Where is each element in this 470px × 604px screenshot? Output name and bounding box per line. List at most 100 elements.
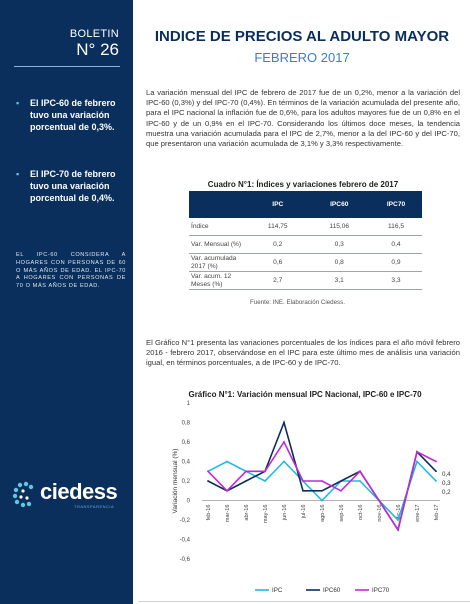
logo-tagline: TRANSPARENCIA [74, 504, 115, 509]
data-point-ipc60 [207, 480, 209, 482]
x-tick-label: oct-16 [358, 505, 364, 521]
data-point-ipc [397, 519, 399, 521]
y-tick-label: 0 [187, 499, 191, 505]
bullet-ipc60: ▪ El IPC-60 de febrero tuvo una variació… [16, 97, 124, 133]
x-tick-label: feb-17 [434, 505, 440, 521]
sidebar-note: EL IPC-60 CONSIDERA A HOGARES CON PERSON… [16, 252, 126, 290]
page-subtitle: FEBRERO 2017 [254, 50, 350, 65]
table-source: Fuente: INE. Elaboración Ciedess. [250, 299, 345, 306]
y-tick-label: 0,4 [182, 460, 191, 466]
data-point-ipc70 [378, 499, 380, 502]
table-cell: 116,5 [370, 218, 422, 236]
data-point-ipc60 [245, 480, 247, 482]
table-cell: 3,3 [370, 271, 422, 290]
y-axis-title: Variación mensual (%) [172, 449, 179, 514]
bullet-dot-icon: ▪ [16, 169, 20, 179]
bullet-text: El IPC-70 de febrero tuvo una variación … [30, 169, 116, 203]
table-row: Var. acumulada 2017 (%) 0,6 0,8 0,9 [189, 253, 422, 272]
table-cell: 0,3 [308, 235, 370, 254]
y-tick-label: 0,8 [182, 421, 191, 427]
table-cell: 114,75 [247, 218, 309, 236]
x-tick-label: jun-16 [282, 505, 288, 522]
x-tick-label: ago-16 [320, 505, 326, 522]
table-row-label: Var. acumulada 2017 (%) [189, 253, 247, 272]
y-tick-label: -0,4 [180, 538, 191, 544]
table-row-label: Índice [189, 218, 247, 236]
ciedess-logo-icon [12, 481, 34, 508]
bottom-divider [138, 601, 470, 602]
chart-intro-paragraph: El Gráfico N°1 presenta las variaciones … [146, 338, 460, 368]
data-point-ipc70 [264, 470, 266, 473]
data-point-ipc70 [207, 470, 209, 473]
data-point-ipc [321, 499, 323, 502]
table-cell: 0,9 [370, 253, 422, 272]
table-cell: 0,2 [247, 235, 309, 254]
end-value-label: 0,4 [442, 471, 451, 478]
table-header-cell: IPC70 [370, 191, 422, 218]
chart-title: Gráfico N°1: Variación mensual IPC Nacio… [188, 390, 422, 399]
boletin-number: N° 26 [76, 40, 119, 59]
table-row-label: Var. Mensual (%) [189, 235, 247, 254]
x-tick-label: nov-16 [377, 505, 383, 522]
data-point-ipc [226, 460, 228, 463]
x-tick-label: sep-16 [339, 505, 345, 522]
legend-label: IPC70 [372, 587, 390, 594]
page-title: INDICE DE PRECIOS AL ADULTO MAYOR [154, 28, 450, 45]
y-tick-label: 0,2 [182, 479, 191, 485]
data-point-ipc [359, 480, 361, 482]
table-cell: 115,06 [308, 218, 370, 236]
boletin-label: BOLETIN [69, 28, 119, 40]
x-tick-label: dic-16 [396, 505, 402, 520]
table-cell: 0,4 [370, 235, 422, 254]
intro-paragraph: La variación mensual del IPC de febrero … [146, 88, 460, 149]
sidebar: BOLETIN N° 26 ▪ El IPC-60 de febrero tuv… [0, 0, 133, 604]
x-tick-label: mar-16 [225, 505, 231, 523]
data-point-ipc70 [340, 489, 342, 492]
bullet-dot-icon: ▪ [16, 98, 20, 108]
table-header-cell: IPC60 [308, 191, 370, 218]
data-point-ipc70 [245, 470, 247, 473]
bullet-text: El IPC-60 de febrero tuvo una variación … [30, 98, 116, 132]
data-point-ipc70 [359, 470, 361, 473]
end-value-label: 0,3 [442, 480, 451, 487]
table-row: Var. Mensual (%) 0,2 0,3 0,4 [189, 235, 422, 254]
data-point-ipc70 [321, 480, 323, 482]
data-point-ipc [283, 460, 285, 463]
ciedess-logo: ciedess TRANSPARENCIA [12, 478, 128, 512]
data-point-ipc70 [302, 480, 304, 482]
table-header-cell: IPC [247, 191, 309, 218]
data-point-ipc70 [226, 489, 228, 492]
data-point-ipc60 [302, 489, 304, 492]
data-point-ipc70 [435, 460, 437, 463]
logo-name: ciedess [40, 479, 118, 504]
legend-label: IPC [272, 587, 283, 594]
table-cell: 0,8 [308, 253, 370, 272]
data-point-ipc [264, 480, 266, 482]
table-caption: Cuadro N°1: Índices y variaciones febrer… [207, 180, 399, 189]
data-point-ipc [416, 460, 418, 463]
data-point-ipc70 [283, 441, 285, 443]
table-row-label: Var. acum. 12 Meses (%) [189, 271, 247, 290]
table-header-cell [189, 191, 247, 218]
end-value-label: 0,2 [442, 489, 451, 496]
data-point-ipc70 [416, 450, 418, 453]
sidebar-divider [14, 66, 120, 67]
data-point-ipc [435, 480, 437, 482]
x-tick-label: feb-16 [206, 505, 212, 521]
table-cell: 3,1 [308, 271, 370, 290]
y-tick-label: -0,2 [180, 518, 191, 524]
data-point-ipc60 [283, 421, 285, 424]
table-cell: 2,7 [247, 271, 309, 290]
data-point-ipc60 [435, 470, 437, 473]
x-tick-label: abr-16 [244, 505, 250, 521]
y-tick-label: 0,6 [182, 440, 191, 446]
data-point-ipc70 [397, 528, 399, 531]
table-header-row: IPC IPC60 IPC70 [189, 191, 422, 218]
legend-label: IPC60 [323, 587, 341, 594]
x-tick-label: jul-16 [301, 505, 307, 520]
y-tick-label: -0,6 [180, 557, 191, 563]
y-tick-label: 1 [187, 401, 191, 407]
table-row: Var. acum. 12 Meses (%) 2,7 3,1 3,3 [189, 271, 422, 290]
x-tick-label: ene-17 [415, 505, 421, 522]
